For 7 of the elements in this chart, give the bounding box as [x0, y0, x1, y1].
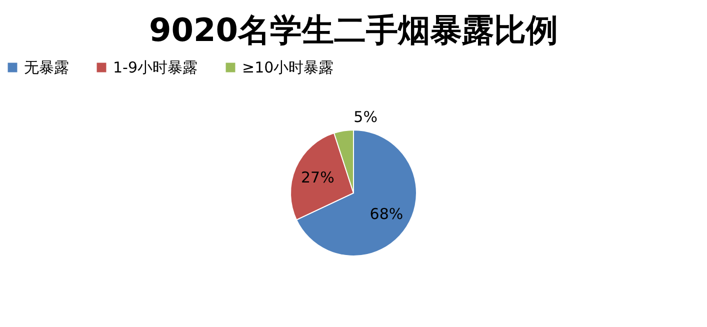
- data-label: 68%: [370, 204, 404, 223]
- legend-label: 无暴露: [24, 58, 69, 77]
- data-label: 27%: [300, 168, 334, 186]
- chart-title: 9020名学生二手烟暴露比例: [148, 11, 558, 49]
- legend-label: ≥10小时暴露: [242, 58, 334, 77]
- data-label: 5%: [354, 108, 378, 126]
- legend-label: 1-9小时暴露: [113, 58, 198, 77]
